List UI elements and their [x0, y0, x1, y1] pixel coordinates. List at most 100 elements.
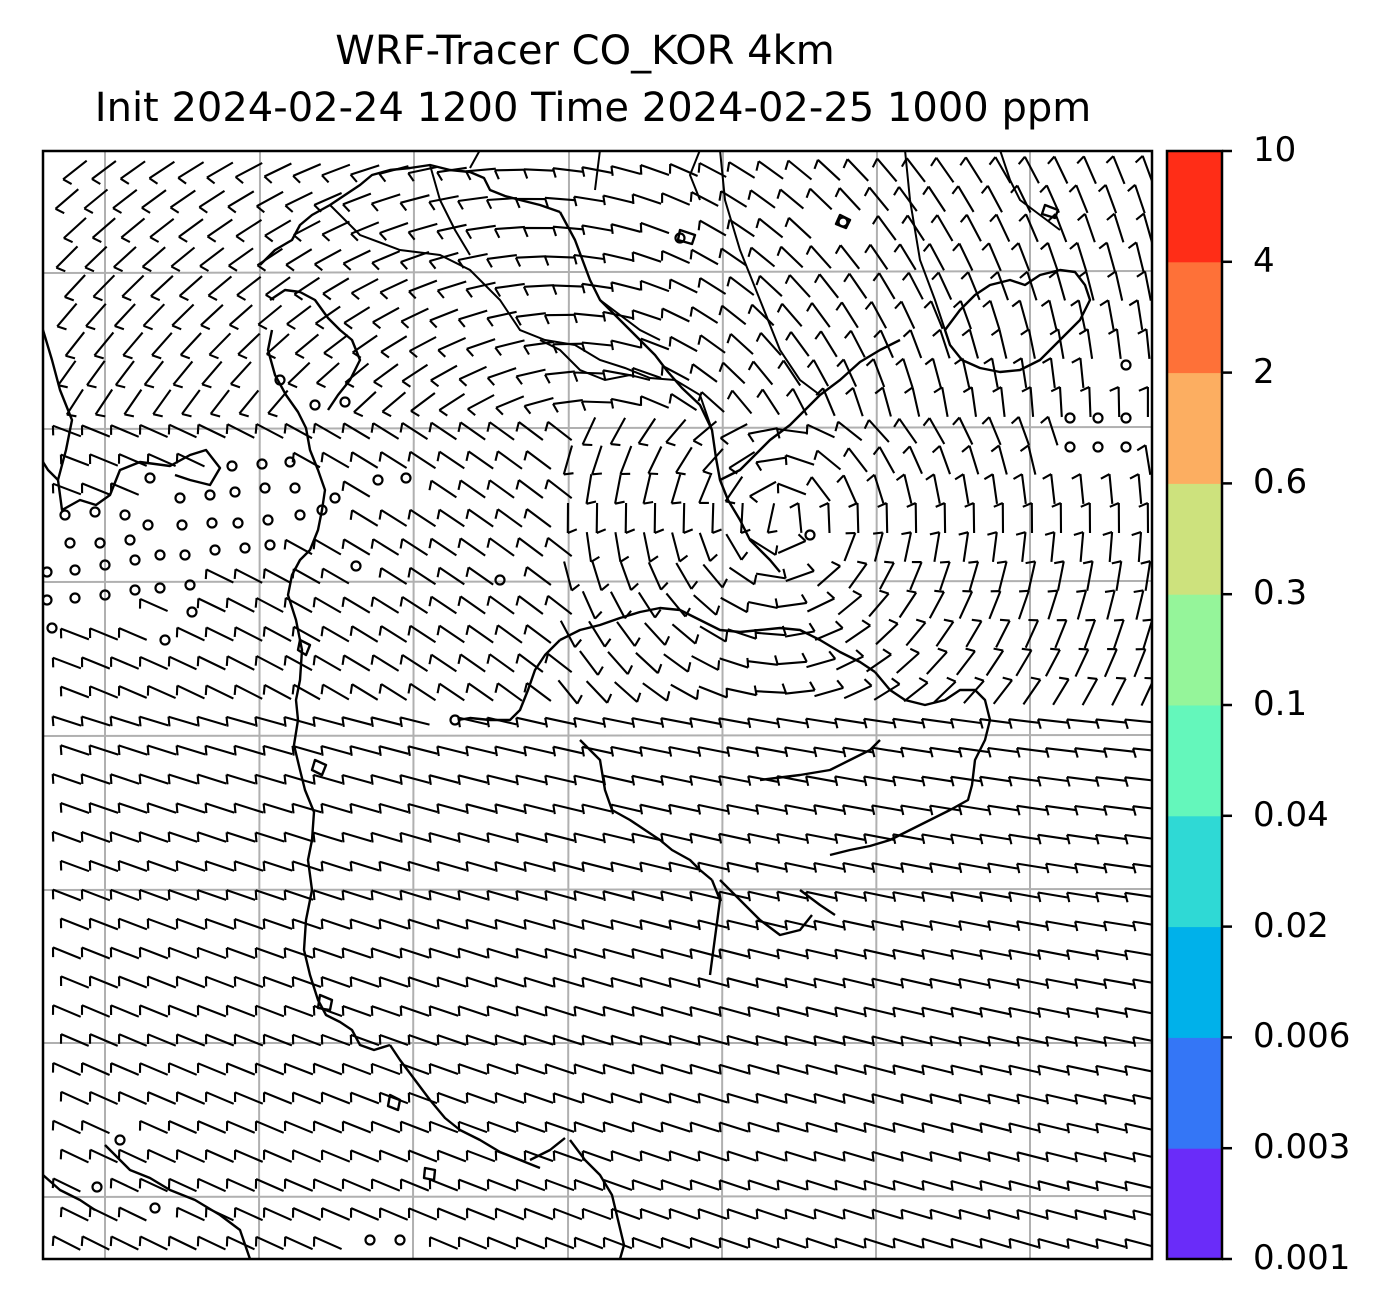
wind-barb [342, 192, 372, 213]
wind-barb [581, 976, 612, 988]
wind-barb [312, 716, 343, 727]
wind-barb [378, 860, 409, 872]
wind-barb [933, 676, 957, 704]
wind-barb [979, 833, 1010, 845]
wind-barb [660, 307, 690, 323]
wind-barb [602, 1121, 633, 1133]
wind-barb [697, 746, 728, 757]
wind-barb [726, 861, 757, 873]
wind-barb [958, 531, 970, 562]
wind-barb [921, 1179, 952, 1191]
wind-barb [196, 946, 227, 960]
wind-barb [921, 775, 952, 787]
wind-barb [718, 1121, 749, 1133]
wind-barb [167, 1062, 198, 1076]
wind-barb [428, 1236, 459, 1250]
wind-barb [236, 275, 262, 301]
wind-barb [465, 1034, 496, 1046]
wind-barb [494, 624, 523, 644]
wind-barb [1103, 648, 1118, 678]
wind-barb [573, 1063, 604, 1075]
wind-barb [988, 590, 1002, 620]
wind-barb [747, 246, 776, 268]
wind-barb [968, 560, 980, 591]
calm-wind-circle [1064, 412, 1076, 424]
wind-barb [863, 1006, 894, 1018]
wind-barb [784, 1092, 815, 1104]
wind-barb [59, 859, 90, 873]
wind-barb [1036, 718, 1068, 729]
wind-barb [1102, 805, 1134, 816]
wind-barb [668, 335, 698, 353]
wind-barb [408, 279, 438, 300]
wind-barb [523, 918, 554, 930]
wind-barb [900, 804, 931, 816]
wind-barb [784, 681, 816, 695]
wind-barb [410, 392, 436, 417]
wind-barb [922, 185, 946, 213]
wind-barb [922, 417, 946, 445]
wind-barb [922, 243, 945, 271]
wind-barb [312, 596, 342, 614]
wind-barb [399, 1062, 430, 1076]
wind-barb [465, 1207, 496, 1221]
wind-barb [204, 684, 234, 700]
wind-barb [399, 422, 429, 440]
calm-wind-circle [129, 584, 141, 596]
calm-wind-circle [364, 1234, 376, 1246]
wind-barb [204, 975, 235, 989]
wind-barb [1051, 502, 1063, 534]
wind-barb [109, 1004, 140, 1018]
wind-barb [225, 1177, 256, 1193]
wind-barb [639, 395, 670, 409]
wind-barb [515, 368, 546, 385]
wind-barb [1124, 891, 1152, 903]
wind-barb [291, 625, 321, 643]
wind-barb [1094, 833, 1126, 845]
wind-barb [718, 190, 748, 208]
wind-barb [1045, 1093, 1076, 1105]
wind-barb [254, 715, 285, 727]
wind-barb [602, 1179, 633, 1191]
wind-barb [486, 479, 515, 499]
wind-barb [950, 948, 981, 960]
wind-barb [929, 862, 960, 874]
wind-barb [1132, 978, 1152, 990]
wind-barb [727, 685, 758, 697]
calm-wind-circle [329, 492, 341, 504]
wind-barb [523, 450, 552, 470]
wind-barb [436, 1034, 467, 1046]
wind-barb [720, 596, 750, 614]
wind-barb [1102, 747, 1134, 758]
wind-barb [697, 391, 725, 413]
wind-barb [178, 275, 203, 302]
wind-barb [552, 1092, 583, 1104]
wind-barb [1113, 618, 1125, 649]
wind-barb [747, 948, 778, 960]
wind-barb [465, 167, 496, 181]
wind-barb [1132, 1151, 1152, 1163]
wind-barb [167, 1004, 198, 1018]
wind-barb [631, 774, 662, 786]
wind-barb [196, 715, 227, 727]
wind-barb [602, 310, 633, 322]
wind-barb [639, 1034, 670, 1046]
wind-barb [457, 889, 488, 901]
wind-barb [494, 860, 525, 872]
wind-barb [931, 271, 953, 301]
wind-barb [407, 1207, 438, 1221]
wind-barb [1015, 747, 1047, 758]
wind-barb [893, 186, 918, 212]
wind-barb [834, 1064, 865, 1075]
wind-barb [59, 1148, 89, 1164]
wind-barb [777, 359, 802, 387]
wind-barb [88, 859, 119, 873]
wind-barb [1102, 531, 1114, 563]
wind-barb [138, 1062, 169, 1076]
wind-barb [523, 624, 552, 644]
wind-barb [312, 773, 343, 785]
wind-barb [436, 682, 465, 702]
wind-barb [515, 421, 544, 441]
wind-barb [755, 456, 786, 472]
wind-barb [813, 804, 844, 815]
